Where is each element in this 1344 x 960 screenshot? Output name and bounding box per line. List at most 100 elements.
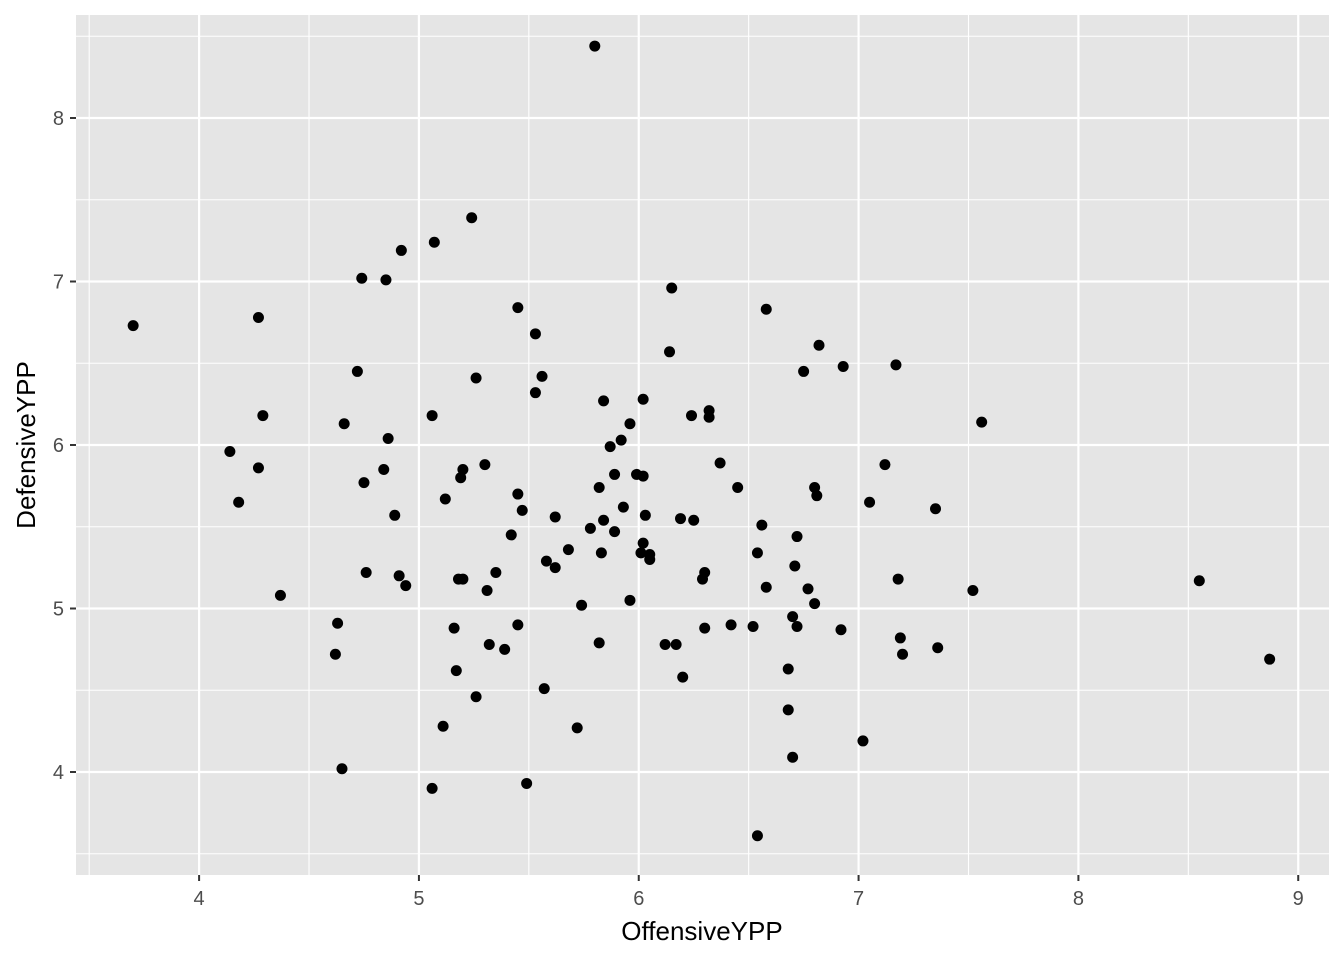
y-axis-ticks: 4 5 6 7 8 xyxy=(53,108,76,784)
data-point xyxy=(450,665,462,677)
data-point xyxy=(930,503,942,515)
data-point xyxy=(516,504,528,516)
data-point xyxy=(932,642,944,654)
data-point xyxy=(593,482,605,494)
data-point xyxy=(892,573,904,585)
data-point xyxy=(252,462,264,474)
data-point xyxy=(512,488,524,500)
data-point xyxy=(483,638,495,650)
data-point xyxy=(756,519,768,531)
data-points xyxy=(127,40,1276,842)
data-point xyxy=(659,638,671,650)
data-point xyxy=(479,459,491,471)
data-point xyxy=(457,573,469,585)
major-gridlines xyxy=(76,15,1329,875)
data-point xyxy=(252,311,264,323)
data-point xyxy=(358,477,370,489)
data-point xyxy=(274,589,286,601)
data-point xyxy=(356,272,368,284)
data-point xyxy=(604,441,616,453)
data-point xyxy=(380,274,392,286)
data-point xyxy=(644,553,656,565)
data-point xyxy=(787,751,799,763)
data-point xyxy=(864,496,876,508)
data-point xyxy=(529,328,541,340)
data-point xyxy=(338,418,350,430)
data-point xyxy=(677,671,689,683)
data-point xyxy=(967,585,979,597)
data-point xyxy=(549,562,561,574)
data-point xyxy=(127,320,139,332)
data-point xyxy=(336,763,348,775)
data-point xyxy=(584,522,596,534)
data-point xyxy=(1264,653,1276,665)
data-point xyxy=(481,585,493,597)
data-point xyxy=(751,830,763,842)
data-point xyxy=(897,648,909,660)
data-point xyxy=(439,493,451,505)
data-point xyxy=(635,547,647,559)
data-point xyxy=(811,490,823,502)
data-point xyxy=(499,643,511,655)
x-axis-title: OffensiveYPP xyxy=(621,916,782,946)
x-tick-label: 9 xyxy=(1293,888,1304,910)
data-point xyxy=(751,547,763,559)
data-point xyxy=(879,459,891,471)
data-point xyxy=(789,560,801,572)
data-point xyxy=(257,410,269,422)
data-point xyxy=(837,361,849,373)
data-point xyxy=(624,418,636,430)
data-point xyxy=(393,570,405,582)
data-point xyxy=(457,464,469,476)
data-point xyxy=(760,303,772,315)
data-point xyxy=(686,410,698,422)
data-point xyxy=(512,619,524,631)
data-point xyxy=(637,537,649,549)
data-point xyxy=(512,302,524,314)
data-point xyxy=(857,735,869,747)
data-point xyxy=(699,622,711,634)
data-point xyxy=(538,683,550,695)
data-point xyxy=(609,526,621,538)
data-point xyxy=(714,457,726,469)
data-point xyxy=(466,212,478,224)
data-point xyxy=(760,581,772,593)
data-point xyxy=(395,244,407,256)
data-point xyxy=(598,395,610,407)
data-point xyxy=(595,547,607,559)
data-point xyxy=(782,663,794,675)
data-point xyxy=(782,704,794,716)
data-point xyxy=(593,637,605,649)
data-point xyxy=(571,722,583,734)
data-point xyxy=(699,567,711,579)
data-point xyxy=(675,513,687,525)
data-point xyxy=(549,511,561,523)
data-point xyxy=(615,434,627,446)
data-point xyxy=(813,339,825,351)
data-point xyxy=(400,580,412,592)
data-point xyxy=(389,509,401,521)
data-point xyxy=(791,620,803,632)
data-point xyxy=(521,777,533,789)
data-point xyxy=(426,782,438,794)
data-point xyxy=(802,583,814,595)
data-point xyxy=(540,555,552,567)
y-axis-title: DefensiveYPP xyxy=(11,361,41,529)
data-point xyxy=(809,598,821,610)
data-point xyxy=(470,372,482,384)
y-tick-label: 5 xyxy=(53,598,64,620)
data-point xyxy=(562,544,574,556)
data-point xyxy=(688,514,700,526)
data-point xyxy=(448,622,460,634)
x-tick-label: 6 xyxy=(633,888,644,910)
data-point xyxy=(835,624,847,636)
data-point xyxy=(536,370,548,382)
data-point xyxy=(791,531,803,543)
data-point xyxy=(609,468,621,480)
data-point xyxy=(428,236,440,248)
data-point xyxy=(637,393,649,405)
data-point xyxy=(670,638,682,650)
data-point xyxy=(894,632,906,644)
data-point xyxy=(639,509,651,521)
